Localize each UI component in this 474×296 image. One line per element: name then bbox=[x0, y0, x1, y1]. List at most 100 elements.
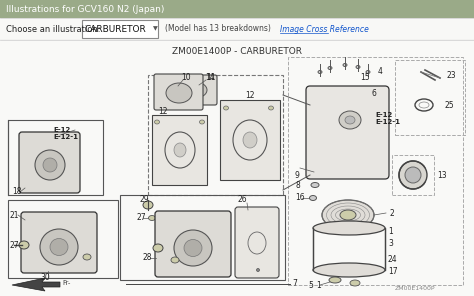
Text: 7: 7 bbox=[292, 279, 297, 289]
Ellipse shape bbox=[184, 239, 202, 257]
Ellipse shape bbox=[43, 158, 57, 172]
Ellipse shape bbox=[313, 263, 385, 277]
Text: 23: 23 bbox=[447, 70, 456, 80]
Text: Image Cross Reference: Image Cross Reference bbox=[280, 25, 369, 33]
FancyBboxPatch shape bbox=[154, 74, 203, 110]
Text: 2: 2 bbox=[390, 208, 395, 218]
Bar bbox=[313, 228, 385, 270]
Text: 25: 25 bbox=[445, 101, 455, 110]
FancyBboxPatch shape bbox=[21, 212, 97, 273]
Text: (Model has 13 breakdowns): (Model has 13 breakdowns) bbox=[165, 25, 271, 33]
Text: E-12-1: E-12-1 bbox=[375, 119, 400, 125]
Text: 16: 16 bbox=[295, 194, 305, 202]
Ellipse shape bbox=[345, 116, 355, 124]
Ellipse shape bbox=[174, 143, 186, 157]
Ellipse shape bbox=[310, 195, 317, 200]
Bar bbox=[392, 155, 434, 195]
Ellipse shape bbox=[343, 64, 347, 67]
Ellipse shape bbox=[40, 229, 78, 265]
Text: 30: 30 bbox=[40, 274, 50, 282]
FancyBboxPatch shape bbox=[155, 211, 231, 277]
Ellipse shape bbox=[313, 221, 385, 235]
Bar bbox=[8, 120, 103, 195]
FancyBboxPatch shape bbox=[306, 86, 389, 179]
Ellipse shape bbox=[350, 280, 360, 286]
Text: 26: 26 bbox=[238, 195, 247, 205]
Text: 12: 12 bbox=[245, 91, 255, 99]
Text: 28: 28 bbox=[143, 253, 153, 263]
FancyBboxPatch shape bbox=[235, 207, 279, 278]
Text: Illustrations for GCV160 N2 (Japan): Illustrations for GCV160 N2 (Japan) bbox=[6, 4, 164, 14]
Ellipse shape bbox=[153, 244, 163, 252]
Text: 24: 24 bbox=[388, 255, 398, 265]
Ellipse shape bbox=[143, 201, 153, 209]
Ellipse shape bbox=[356, 65, 360, 68]
Bar bbox=[152, 115, 207, 185]
Text: 9: 9 bbox=[295, 170, 300, 179]
Ellipse shape bbox=[166, 83, 192, 103]
Text: 12: 12 bbox=[158, 107, 167, 117]
Text: 4: 4 bbox=[378, 67, 383, 76]
Text: E-12-1: E-12-1 bbox=[53, 134, 78, 140]
Bar bbox=[148, 75, 283, 195]
Ellipse shape bbox=[171, 257, 179, 263]
Ellipse shape bbox=[256, 268, 259, 271]
Text: ZM00E1400P: ZM00E1400P bbox=[395, 286, 436, 290]
Text: E-12: E-12 bbox=[375, 112, 392, 118]
Text: 1: 1 bbox=[316, 281, 321, 289]
Text: 27: 27 bbox=[10, 240, 19, 250]
Text: 21: 21 bbox=[10, 210, 19, 220]
Text: ZM00E1400P - CARBURETOR: ZM00E1400P - CARBURETOR bbox=[172, 46, 302, 56]
Bar bbox=[82, 20, 158, 38]
Ellipse shape bbox=[155, 120, 159, 124]
Bar bbox=[120, 195, 285, 280]
Ellipse shape bbox=[322, 200, 374, 230]
Text: 15: 15 bbox=[360, 73, 370, 83]
Ellipse shape bbox=[268, 106, 273, 110]
Ellipse shape bbox=[19, 241, 29, 249]
Bar bbox=[220, 100, 280, 180]
Text: 8: 8 bbox=[296, 181, 301, 189]
Ellipse shape bbox=[183, 82, 207, 98]
Bar bbox=[288, 57, 463, 285]
Text: 1: 1 bbox=[388, 228, 393, 237]
FancyBboxPatch shape bbox=[173, 75, 217, 105]
Ellipse shape bbox=[174, 230, 212, 266]
Text: 5: 5 bbox=[308, 281, 313, 289]
Ellipse shape bbox=[399, 161, 427, 189]
Text: 14: 14 bbox=[205, 73, 215, 83]
Ellipse shape bbox=[35, 150, 65, 180]
Text: 11: 11 bbox=[206, 73, 216, 83]
Text: CARBURETOR: CARBURETOR bbox=[85, 25, 147, 33]
Ellipse shape bbox=[50, 239, 68, 255]
Bar bbox=[0, 40, 474, 296]
Bar bbox=[0, 18, 474, 40]
Ellipse shape bbox=[366, 70, 370, 73]
Ellipse shape bbox=[311, 183, 319, 187]
Text: ▼: ▼ bbox=[153, 27, 158, 31]
Text: E-12: E-12 bbox=[53, 127, 70, 133]
Ellipse shape bbox=[328, 67, 332, 70]
Ellipse shape bbox=[405, 167, 421, 183]
Bar bbox=[395, 60, 465, 135]
Ellipse shape bbox=[339, 111, 361, 129]
Ellipse shape bbox=[329, 277, 341, 283]
Bar bbox=[0, 0, 474, 18]
Ellipse shape bbox=[243, 132, 257, 148]
Ellipse shape bbox=[224, 106, 228, 110]
Ellipse shape bbox=[318, 70, 322, 73]
Text: 29: 29 bbox=[140, 195, 150, 205]
Ellipse shape bbox=[340, 210, 356, 220]
Polygon shape bbox=[12, 278, 60, 291]
Text: 27: 27 bbox=[137, 213, 146, 223]
FancyBboxPatch shape bbox=[19, 132, 80, 193]
Text: 17: 17 bbox=[388, 268, 398, 276]
Ellipse shape bbox=[83, 254, 91, 260]
Bar bbox=[8, 200, 118, 278]
Text: Fr-: Fr- bbox=[62, 280, 70, 286]
Text: 6: 6 bbox=[372, 89, 377, 97]
Ellipse shape bbox=[148, 215, 155, 221]
Text: 18: 18 bbox=[12, 187, 21, 197]
Text: Choose an illustration:: Choose an illustration: bbox=[6, 25, 100, 33]
Ellipse shape bbox=[200, 120, 204, 124]
